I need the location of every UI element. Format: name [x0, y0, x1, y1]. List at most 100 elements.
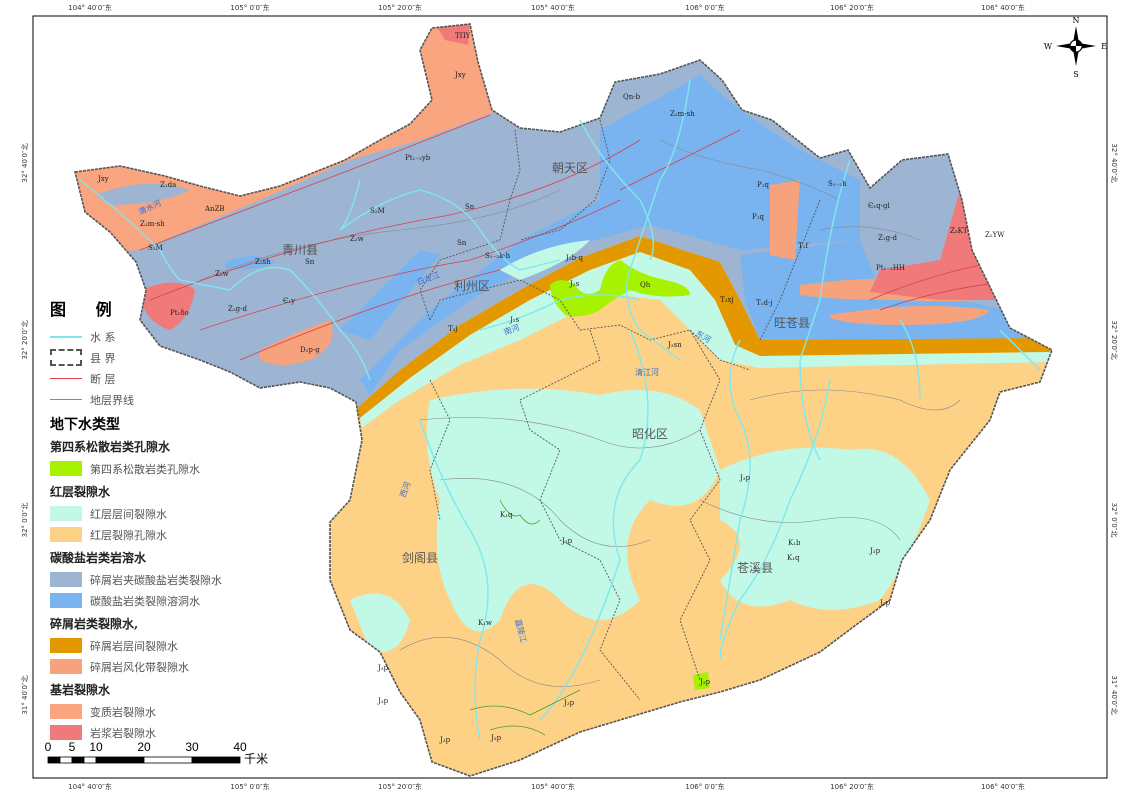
zone-clastic-weathered: [770, 180, 800, 260]
scale-tick: 30: [185, 740, 199, 754]
map-unit-label: Є₁q-gl: [868, 202, 890, 210]
map-unit-label: J₃p: [869, 547, 881, 555]
zone-carbonate-karst: [360, 75, 860, 395]
county-label: 剑阁县: [402, 550, 438, 565]
legend-item-stratum-line: 地层界线: [50, 389, 280, 410]
zone-red-bed-interlayer: [360, 252, 1050, 428]
color-swatch: [50, 461, 82, 476]
legend-item: 碎屑岩夹碳酸盐岩类裂隙水: [50, 569, 280, 590]
map-unit-label: T₃j: [448, 325, 458, 333]
legend: 图 例 水 系 县 界 断 层 地层界线 地下水类型 第四系松散岩类孔隙水 第四系…: [50, 296, 280, 743]
county-label: 旺苍县: [774, 316, 810, 330]
county-label: 青川县: [282, 243, 318, 257]
river: [719, 339, 751, 641]
zone-magmatic: [435, 24, 470, 45]
map-unit-label: J₃p: [439, 736, 451, 744]
color-swatch: [50, 638, 82, 653]
coord-label: 104° 40′0″东: [68, 3, 112, 12]
river: [579, 119, 655, 261]
legend-item: 岩浆岩裂隙水: [50, 722, 280, 743]
legend-groups: 第四系松散岩类孔隙水 第四系松散岩类孔隙水 红层裂隙水 红层层间裂隙水 红层裂隙孔隙水碳…: [50, 438, 280, 743]
rivers: [79, 79, 1041, 741]
legend-group-title: 第四系松散岩类孔隙水: [50, 440, 171, 454]
map-unit-label: AnZB: [204, 205, 225, 213]
coordinate-labels-right: 32° 40′0″北 32° 20′0″北 32° 0′0″北 31° 40′0…: [1110, 143, 1118, 714]
county-label: 苍溪县: [737, 561, 773, 575]
legend-label: 碎屑岩层间裂隙水: [90, 639, 178, 653]
coordinate-labels-top: 104° 40′0″东 105° 0′0″东 105° 20′0″东 105° …: [68, 3, 1025, 12]
map-unit-label: K₁q: [500, 511, 513, 519]
zone-clastic-weathered: [830, 306, 990, 325]
coord-label: 105° 20′0″东: [378, 782, 422, 791]
map-unit-label: K₁w: [478, 619, 492, 627]
county-labels: 青川县 朝天区 利州区 旺苍县 昭化区 剑阁县 苍溪县: [282, 161, 810, 575]
legend-item-fault: 断 层: [50, 368, 280, 389]
map-unit-label: T₁f: [798, 242, 809, 250]
map-unit-label: Z₂m-sh: [670, 110, 695, 118]
scale-bar: 0 5 10 20 30 40 千米: [42, 740, 282, 770]
color-swatch: [50, 506, 82, 521]
map-unit-label: Z₂m-sh: [140, 220, 165, 228]
map-unit-label: J₃sn: [667, 341, 682, 349]
map-unit-label: J₂b-q: [565, 254, 583, 262]
map-unit-label: T₁d-j: [756, 299, 773, 307]
legend-label: 县 界: [90, 351, 116, 365]
county-boundary-swatch: [50, 349, 82, 366]
map-unit-label: S₁₋₂h: [828, 180, 847, 188]
coord-label: 105° 20′0″东: [378, 3, 422, 12]
river: [799, 159, 851, 461]
compass-e: E: [1101, 42, 1107, 51]
river: [999, 329, 1041, 371]
county-label: 朝天区: [552, 161, 588, 175]
coord-label: 106° 40′0″东: [981, 3, 1025, 12]
coord-label: 105° 40′0″东: [531, 3, 575, 12]
map-unit-label: J₃p: [377, 664, 389, 672]
river: [625, 79, 691, 361]
map-unit-label: Z₁da: [160, 181, 176, 189]
legend-label: 碎屑岩夹碳酸盐岩类裂隙水: [90, 573, 222, 587]
map-unit-label: J₃p: [561, 537, 573, 545]
zone-magmatic: [142, 282, 195, 330]
coord-label: 106° 20′0″东: [830, 3, 874, 12]
legend-group-title: 碎屑岩类裂隙水,: [50, 617, 139, 631]
river: [479, 294, 641, 331]
coord-label: 106° 40′0″东: [981, 782, 1025, 791]
legend-label: 第四系松散岩类孔隙水: [90, 462, 200, 476]
map-unit-label: S₁₋₂k-h: [485, 252, 511, 260]
county-label: 利州区: [454, 279, 490, 293]
coord-label: 32° 0′0″北: [1110, 503, 1118, 538]
legend-label: 地层界线: [90, 393, 134, 407]
river: [419, 419, 489, 741]
river: [339, 179, 561, 271]
map-unit-label: Z₂w: [350, 235, 364, 243]
legend-label: 红层层间裂隙水: [90, 507, 167, 521]
coord-label: 31° 40′0″北: [21, 675, 29, 714]
map-unit-label: Pt₁δo: [170, 309, 189, 317]
map-unit-label: Є₁y: [283, 297, 295, 305]
river: [539, 329, 649, 721]
map-unit-label: Qh: [640, 281, 651, 289]
legend-label: 岩浆岩裂隙水: [90, 726, 156, 740]
legend-title: 图 例: [50, 300, 124, 319]
coord-label: 32° 40′0″北: [1110, 143, 1118, 182]
map-unit-label: TΠY: [455, 32, 471, 40]
legend-label: 碎屑岩风化带裂隙水: [90, 660, 189, 674]
map-unit-label: Z₁g-d: [878, 234, 898, 242]
zone-clastic-interlayer: [355, 236, 1050, 418]
coord-label: 32° 0′0″北: [21, 503, 29, 538]
map-unit-label: J₃p: [699, 678, 711, 686]
color-swatch: [50, 659, 82, 674]
coord-label: 32° 40′0″北: [21, 143, 29, 182]
zone-quaternary: [550, 260, 690, 317]
legend-label: 断 层: [90, 372, 116, 386]
map-unit-label: Z₂YW: [985, 231, 1005, 239]
color-swatch: [50, 704, 82, 719]
map-unit-label: P₁q: [752, 213, 765, 221]
coord-label: 105° 0′0″东: [230, 782, 269, 791]
coordinate-labels-bottom: 104° 40′0″东 105° 0′0″东 105° 20′0″东 105° …: [68, 782, 1025, 791]
river-line-swatch: [50, 335, 82, 338]
river: [79, 179, 371, 381]
map-unit-label: J₂s: [569, 280, 580, 288]
map-unit-label: Jxy: [454, 71, 466, 79]
scale-tick: 40: [233, 740, 247, 754]
